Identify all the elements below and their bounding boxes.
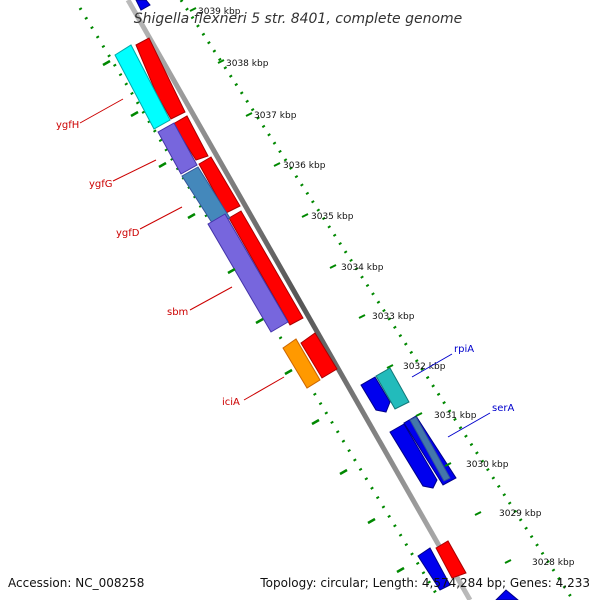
topology-summary: Topology: circular; Length: 4,574,284 bp… [259,576,590,590]
kbp-tick [217,59,225,64]
feature-purple-2 [207,213,289,333]
kbp-label: 3038 kbp [226,59,269,69]
kbp-label: 3039 kbp [198,7,241,17]
kbp-tick [245,112,253,117]
kbp-tick [415,412,423,417]
feature-red-2 [172,115,209,161]
inner-tick [339,468,348,476]
kbp-label: 3034 kbp [341,263,384,273]
kbp-tick [329,264,337,269]
forward-strand-features [135,0,519,600]
kbp-label: 3032 kbp [403,362,446,372]
map-title: Shigella flexneri 5 str. 8401, complete … [134,11,463,27]
feature-red-1 [135,37,186,120]
inner-tick [158,161,167,169]
feature-teal-rpiA [375,367,410,410]
feature-blue-rpiA-left [360,376,391,413]
gene-label-serA: serA [492,403,514,414]
kbp-label: 3035 kbp [311,212,354,222]
inner-tick [102,59,111,67]
leader-ygfD [139,206,183,230]
kbp-scale: 3039 kbp 3038 kbp 3037 kbp 3036 kbp 3035… [189,7,575,568]
feature-teal [181,166,231,227]
gene-label-iciA: iciA [222,397,240,408]
genome-backbone [125,0,473,600]
gene-label-rpiA: rpiA [454,344,474,355]
leader-sbm [189,286,233,311]
leader-iciA [243,376,285,401]
kbp-tick [273,162,281,167]
feature-blue-top [135,0,151,11]
gene-label-ygfG: ygfG [89,179,113,190]
feature-red-bottom [435,540,467,579]
kbp-label: 3030 kbp [466,460,509,470]
inner-tick [396,566,405,574]
kbp-label: 3033 kbp [372,312,415,322]
kbp-tick [301,213,309,218]
feature-red-5 [300,332,338,379]
gene-leaders [79,98,491,438]
kbp-tick [386,364,394,369]
reverse-strand-features [114,37,467,579]
inner-tick [255,317,264,325]
feature-blue-serA-left [389,423,438,489]
inner-tick [130,110,139,118]
leader-ygfG [112,159,157,182]
kbp-tick [358,314,366,319]
feature-blue-bottom [417,547,451,591]
inner-tick [367,517,376,525]
feature-purple-1 [157,122,198,175]
inner-ticks [102,59,405,574]
feature-cyan [114,44,171,130]
leader-ygfH [79,98,124,124]
inner-tick [284,368,293,376]
kbp-label: 3029 kbp [499,509,542,519]
leader-rpiA [411,353,453,378]
feature-orange [282,338,321,389]
kbp-label: 3036 kbp [283,161,326,171]
inner-tick [187,212,196,220]
leader-serA [447,412,491,438]
feature-teal-serA [409,416,451,482]
kbp-label: 3037 kbp [254,111,297,121]
kbp-label: 3028 kbp [532,558,575,568]
kbp-label: 3031 kbp [434,411,477,421]
gene-label-ygfH: ygfH [56,120,79,131]
kbp-tick [189,7,197,12]
feature-red-4 [228,210,304,326]
gene-label-sbm: sbm [167,307,188,318]
accession-text: Accession: NC_008258 [8,576,144,590]
kbp-tick [504,559,512,564]
kbp-tick [444,462,452,467]
inner-tick [227,267,236,275]
feature-blue-bottom-2 [495,589,519,600]
gene-label-ygfD: ygfD [116,228,140,239]
kbp-tick [474,511,482,516]
inner-tick [311,418,320,426]
